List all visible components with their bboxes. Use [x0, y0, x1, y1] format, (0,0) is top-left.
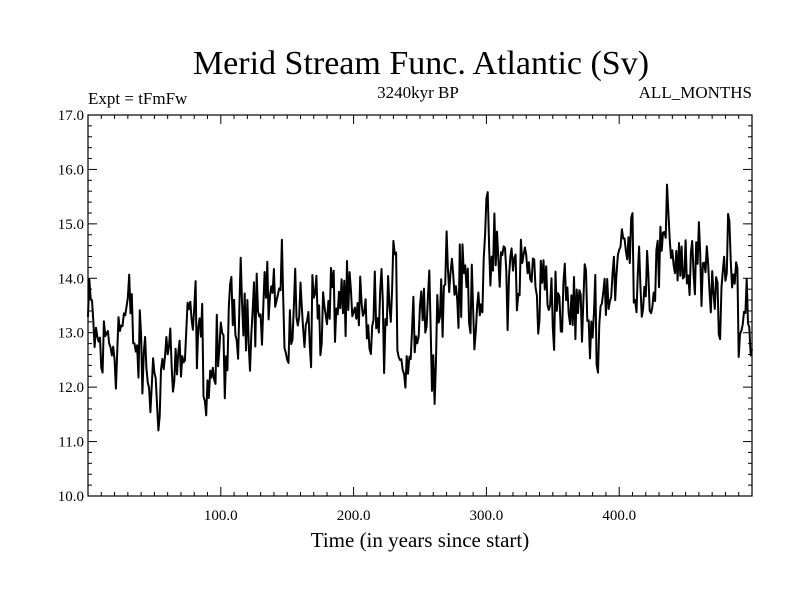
y-tick-label: 15.0: [58, 217, 84, 233]
y-tick-label: 13.0: [58, 326, 84, 342]
x-tick-label: 300.0: [470, 508, 504, 524]
months-label: ALL_MONTHS: [639, 83, 752, 102]
chart-title: Merid Stream Func. Atlantic (Sv): [193, 45, 649, 82]
x-tick-label: 100.0: [204, 508, 238, 524]
time-period-label: 3240kyr BP: [377, 83, 459, 102]
y-tick-label: 10.0: [58, 489, 84, 505]
series-line: [87, 183, 753, 432]
tick-labels: 10.0 11.0 12.0 13.0 14.0 15.0 16.0 17.0 100.0 200…: [58, 108, 636, 524]
y-tick-label: 16.0: [58, 162, 84, 178]
x-axis-label: Time (in years since start): [311, 528, 530, 552]
plot-frame: [87, 114, 753, 497]
y-tick-label: 12.0: [58, 380, 84, 396]
y-tick-label: 17.0: [58, 108, 84, 124]
tick-marks: [88, 114, 752, 497]
x-tick-label: 200.0: [337, 508, 371, 524]
x-tick-label: 400.0: [602, 508, 636, 524]
y-tick-label: 14.0: [58, 271, 84, 287]
y-tick-label: 11.0: [58, 435, 84, 451]
experiment-label: Expt = tFmFw: [88, 89, 188, 108]
